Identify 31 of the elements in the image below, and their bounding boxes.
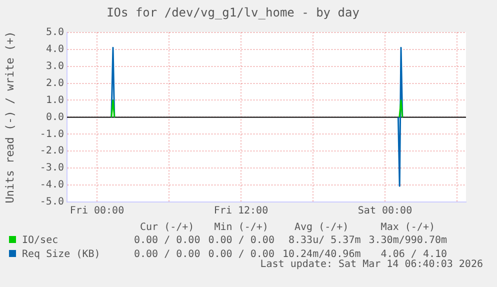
y-tick-label: 5.0	[46, 26, 64, 38]
x-tick-label: Fri 00:00	[70, 206, 124, 217]
text: Min (-/+)	[213, 222, 270, 234]
y-tick-label: -2.0	[40, 146, 64, 157]
text: Last update: Sat Mar 14 06:40:03 2026	[260, 259, 483, 270]
y-tick-label: -4.0	[40, 180, 64, 191]
legend-label: IO/sec	[21, 234, 60, 248]
y-tick-label: 2.0	[46, 78, 64, 89]
text: 3.30m/990.70m	[368, 234, 448, 248]
y-tick-label: -3.0	[40, 162, 64, 174]
text: 0.00 / 0.00	[133, 248, 202, 262]
legend-label: Req Size (KB)	[21, 248, 102, 262]
y-axis-title: Units read (-) / write (+)	[3, 31, 16, 204]
chart-title: IOs for /dev/vg_g1/lv_home - by day	[106, 5, 360, 20]
x-tick-label: Sat 00:00	[358, 206, 412, 217]
text: Max (-/+)	[380, 222, 436, 234]
text: 10.24m/40.96m	[282, 248, 362, 260]
text: 0.00 / 0.00	[207, 248, 274, 260]
y-tick-label: 1.0	[46, 94, 64, 106]
y-tick-label: 0.0	[46, 112, 64, 123]
y-tick-label: 4.0	[46, 44, 64, 55]
text: 8.33u/ 5.37m	[288, 234, 362, 248]
y-tick-label: -1.0	[40, 128, 64, 140]
text: 0.00 / 0.00	[207, 234, 276, 248]
text: 0.00 / 0.00	[133, 234, 202, 248]
x-tick-label: Fri 12:00	[214, 206, 268, 217]
text: Avg (-/+)	[294, 222, 350, 234]
y-tick-label: -5.0	[40, 196, 64, 208]
text: 4.06 / 4.10	[380, 248, 448, 260]
text: Cur (-/+)	[139, 222, 196, 234]
y-tick-label: 3.0	[46, 60, 64, 72]
